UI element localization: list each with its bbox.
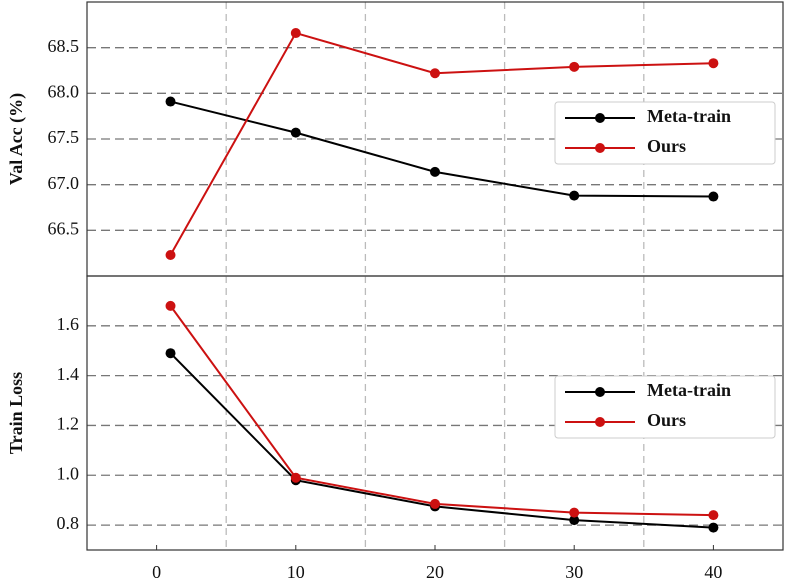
data-point (290, 28, 301, 39)
y-tick-label: 68.5 (48, 36, 80, 56)
data-point (569, 507, 580, 518)
legend-label: Ours (647, 410, 686, 430)
data-point (430, 68, 440, 79)
data-point (165, 96, 176, 107)
data-point (290, 472, 301, 483)
data-point (708, 522, 719, 533)
x-tick-label: 40 (704, 562, 722, 582)
data-point (569, 190, 580, 201)
y-axis-label: Train Loss (6, 372, 26, 454)
data-point (430, 498, 440, 509)
legend-marker (595, 143, 605, 153)
data-point (708, 58, 719, 69)
x-tick-label: 30 (565, 562, 583, 582)
legend-label: Meta-train (647, 380, 731, 400)
y-tick-label: 1.0 (57, 463, 80, 483)
data-point (708, 191, 719, 202)
data-point (569, 61, 580, 72)
x-tick-label: 10 (287, 562, 305, 582)
y-tick-label: 66.5 (48, 218, 80, 238)
y-tick-label: 1.6 (57, 314, 80, 334)
legend-marker (595, 113, 605, 123)
axes-frame (86, 275, 784, 551)
legend: Meta-train Ours (554, 375, 776, 439)
y-tick-label: 67.0 (48, 173, 80, 193)
y-tick-label: 1.2 (57, 414, 80, 434)
legend-label: Ours (647, 136, 686, 156)
legend-label: Meta-train (647, 106, 731, 126)
legend-marker (595, 387, 605, 397)
data-point (290, 127, 301, 138)
data-point (165, 348, 176, 359)
y-tick-label: 1.4 (57, 364, 80, 384)
x-tick-label: 20 (426, 562, 444, 582)
y-axis-label: Val Acc (%) (6, 93, 27, 185)
legend-marker (595, 417, 605, 427)
data-point (165, 300, 176, 311)
data-point (708, 510, 719, 521)
y-tick-label: 68.0 (48, 81, 80, 101)
y-tick-label: 0.8 (57, 513, 80, 533)
y-tick-label: 67.5 (48, 127, 80, 147)
x-tick-label: 0 (152, 562, 161, 582)
data-point (165, 249, 176, 260)
data-point (430, 166, 440, 177)
legend: Meta-train Ours (554, 101, 776, 165)
data-point (569, 515, 580, 526)
